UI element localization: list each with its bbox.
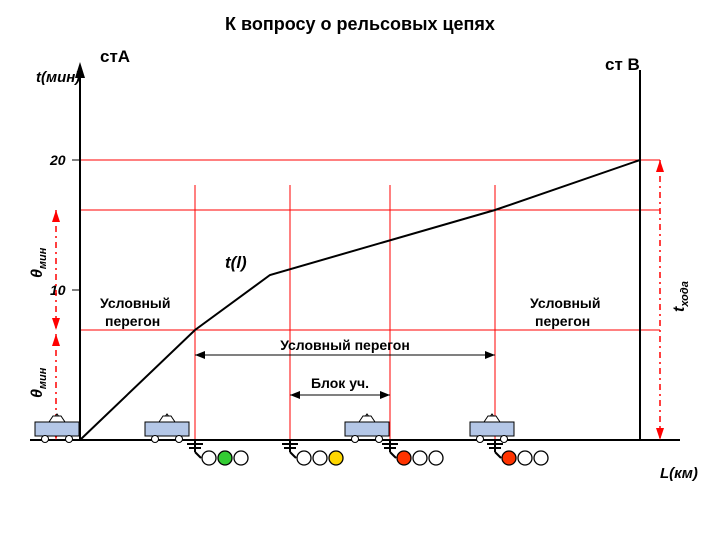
signal xyxy=(487,440,548,465)
block-section: Блок уч. xyxy=(290,375,390,399)
cond-span-left-2: перегон xyxy=(105,313,160,329)
theta-min-lower: θмин xyxy=(29,367,49,398)
t-hoda-bracket: tхода xyxy=(656,160,691,440)
chart-title: К вопросу о рельсовых цепях xyxy=(225,14,495,34)
signals xyxy=(187,440,548,465)
cond-span-right-1: Условный xyxy=(530,295,601,311)
station-a-label: стА xyxy=(100,47,130,66)
signal xyxy=(282,440,343,465)
train-icon xyxy=(345,414,389,443)
svg-text:20: 20 xyxy=(49,152,66,168)
signal xyxy=(187,440,248,465)
train-icon xyxy=(470,414,514,443)
x-axis-label: L(км) xyxy=(660,465,698,482)
train-icon xyxy=(145,414,189,443)
svg-text:tхода: tхода xyxy=(671,281,691,312)
theta-brackets xyxy=(52,210,60,440)
block-label: Блок уч. xyxy=(311,375,369,391)
t-l-label: t(l) xyxy=(225,253,247,272)
trains xyxy=(35,414,514,443)
train-icon xyxy=(35,414,79,443)
theta-min-upper: θмин xyxy=(29,247,49,278)
svg-text:10: 10 xyxy=(50,282,66,298)
svg-text:θмин: θмин xyxy=(29,247,49,278)
y-ticks: 10 20 xyxy=(49,152,80,298)
cond-span-left-1: Условный xyxy=(100,295,171,311)
station-b-label: ст В xyxy=(605,55,640,74)
cond-span-right-2: перегон xyxy=(535,313,590,329)
cond-span-mid: Условный перегон xyxy=(195,337,495,359)
signal xyxy=(382,440,443,465)
svg-text:θмин: θмин xyxy=(29,367,49,398)
cond-span-mid-label: Условный перегон xyxy=(280,337,410,353)
y-axis-label: t(мин) xyxy=(36,69,80,86)
